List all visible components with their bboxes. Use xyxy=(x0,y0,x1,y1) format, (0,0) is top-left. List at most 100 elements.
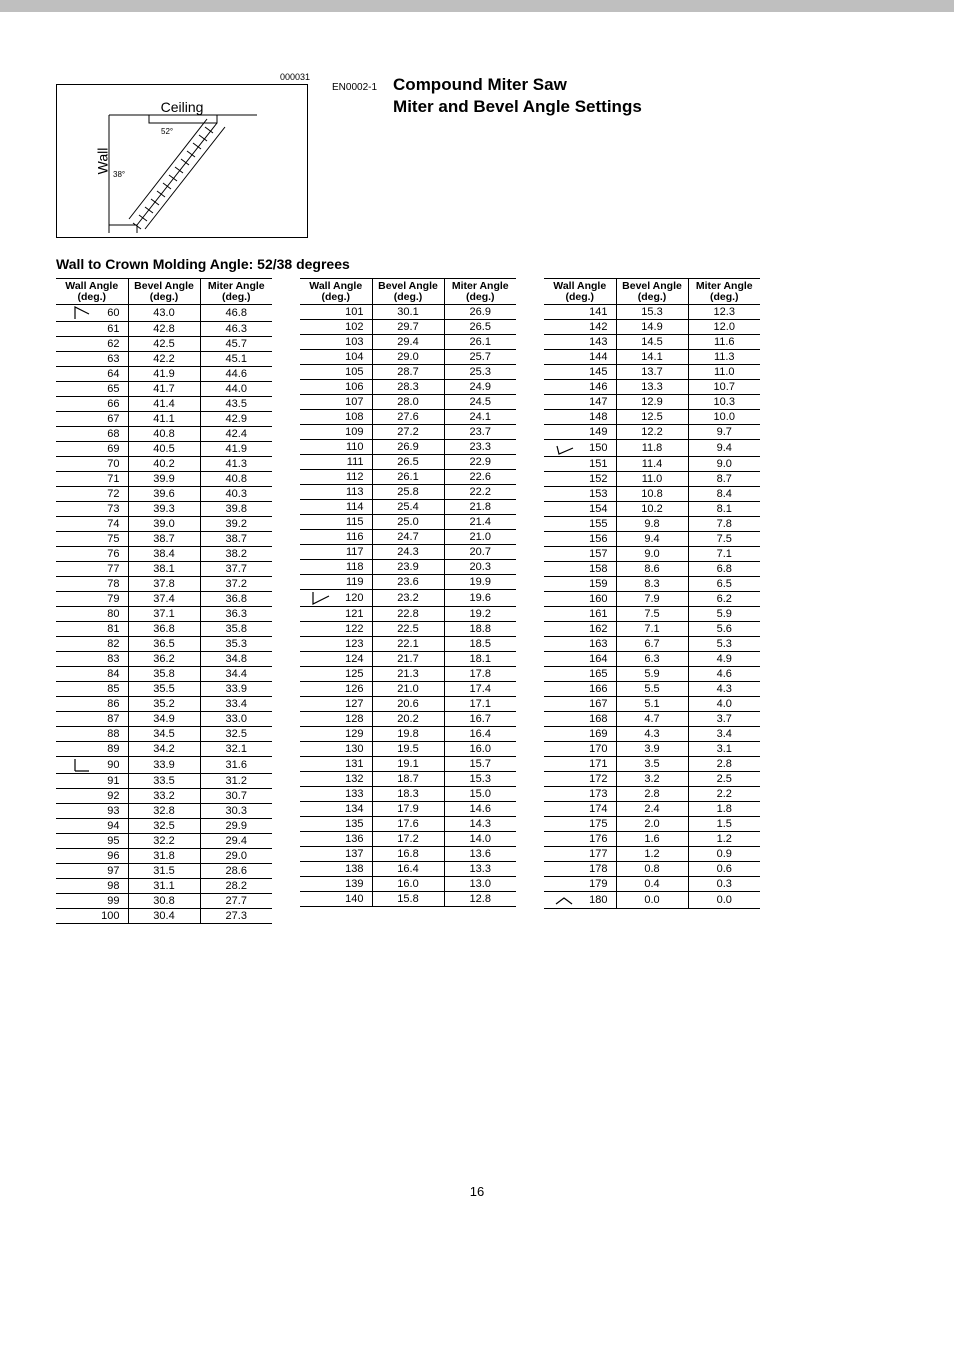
wall-angle-cell: 173 xyxy=(544,787,616,802)
miter-angle-cell: 12.3 xyxy=(688,305,760,320)
table-row: 10130.126.9 xyxy=(300,305,516,320)
table-row: 11026.923.3 xyxy=(300,440,516,455)
bevel-angle-cell: 0.4 xyxy=(616,877,688,892)
table-row: 15410.28.1 xyxy=(544,502,760,517)
bevel-angle-cell: 31.5 xyxy=(128,864,200,879)
table-row: 6043.046.8 xyxy=(56,305,272,322)
table-row: 1598.36.5 xyxy=(544,577,760,592)
bevel-angle-cell: 22.1 xyxy=(372,637,444,652)
miter-angle-cell: 30.3 xyxy=(200,804,272,819)
miter-angle-cell: 23.7 xyxy=(444,425,516,440)
miter-angle-cell: 43.5 xyxy=(200,397,272,412)
bevel-angle-cell: 28.3 xyxy=(372,380,444,395)
table-row: 9930.827.7 xyxy=(56,894,272,909)
angle-marker-icon xyxy=(73,305,93,321)
wall-angle-cell: 61 xyxy=(56,322,128,337)
miter-angle-cell: 42.9 xyxy=(200,412,272,427)
wall-angle-cell: 115 xyxy=(300,515,372,530)
bevel-angle-cell: 40.8 xyxy=(128,427,200,442)
table-row: 6142.846.3 xyxy=(56,322,272,337)
wall-angle-cell: 141 xyxy=(544,305,616,320)
miter-angle-cell: 14.6 xyxy=(444,802,516,817)
table-row: 7439.039.2 xyxy=(56,517,272,532)
wall-angle-cell: 161 xyxy=(544,607,616,622)
wall-angle-cell: 100 xyxy=(56,909,128,924)
wall-angle-cell: 74 xyxy=(56,517,128,532)
table-row: 15310.88.4 xyxy=(544,487,760,502)
miter-angle-cell: 26.5 xyxy=(444,320,516,335)
table-row: 1723.22.5 xyxy=(544,772,760,787)
miter-angle-cell: 9.7 xyxy=(688,425,760,440)
bevel-angle-cell: 16.8 xyxy=(372,847,444,862)
table-row: 1780.80.6 xyxy=(544,862,760,877)
bevel-angle-cell: 25.4 xyxy=(372,500,444,515)
miter-angle-cell: 2.8 xyxy=(688,757,760,772)
bevel-angle-cell: 5.9 xyxy=(616,667,688,682)
bevel-angle-cell: 40.5 xyxy=(128,442,200,457)
col-wall: Wall Angle(deg.) xyxy=(544,279,616,305)
bevel-angle-cell: 30.1 xyxy=(372,305,444,320)
miter-angle-cell: 29.9 xyxy=(200,819,272,834)
bevel-angle-cell: 25.0 xyxy=(372,515,444,530)
wall-angle-cell: 154 xyxy=(544,502,616,517)
table-row: 1771.20.9 xyxy=(544,847,760,862)
table-row: 1665.54.3 xyxy=(544,682,760,697)
table-row: 1607.96.2 xyxy=(544,592,760,607)
table-row: 10528.725.3 xyxy=(300,365,516,380)
miter-angle-cell: 28.6 xyxy=(200,864,272,879)
wall-angle-cell: 174 xyxy=(544,802,616,817)
wall-angle-cell: 158 xyxy=(544,562,616,577)
wall-angle-cell: 103 xyxy=(300,335,372,350)
table-row: 1790.40.3 xyxy=(544,877,760,892)
miter-angle-cell: 0.0 xyxy=(688,892,760,909)
header-row: 000031 Ceiling Wall 52° 38° xyxy=(56,72,898,238)
wall-angle-cell: 113 xyxy=(300,485,372,500)
miter-angle-cell: 6.5 xyxy=(688,577,760,592)
bevel-angle-cell: 7.9 xyxy=(616,592,688,607)
table-row: 6940.541.9 xyxy=(56,442,272,457)
wall-angle-cell: 104 xyxy=(300,350,372,365)
bevel-angle-cell: 2.8 xyxy=(616,787,688,802)
miter-angle-cell: 30.7 xyxy=(200,789,272,804)
table-row: 13417.914.6 xyxy=(300,802,516,817)
miter-angle-cell: 19.2 xyxy=(444,607,516,622)
table-row: 1646.34.9 xyxy=(544,652,760,667)
bevel-angle-cell: 24.3 xyxy=(372,545,444,560)
col-miter: Miter Angle(deg.) xyxy=(444,279,516,305)
wall-angle-cell: 126 xyxy=(300,682,372,697)
table-row: 6741.142.9 xyxy=(56,412,272,427)
miter-angle-cell: 2.2 xyxy=(688,787,760,802)
bevel-angle-cell: 41.1 xyxy=(128,412,200,427)
wall-angle-cell: 144 xyxy=(544,350,616,365)
miter-angle-cell: 40.3 xyxy=(200,487,272,502)
table-row: 11325.822.2 xyxy=(300,485,516,500)
miter-angle-cell: 39.2 xyxy=(200,517,272,532)
table-row: 1569.47.5 xyxy=(544,532,760,547)
table-row: 8236.535.3 xyxy=(56,637,272,652)
table-row: 15211.08.7 xyxy=(544,472,760,487)
bevel-angle-cell: 18.3 xyxy=(372,787,444,802)
miter-angle-cell: 7.5 xyxy=(688,532,760,547)
miter-angle-cell: 38.7 xyxy=(200,532,272,547)
wall-angle-cell: 151 xyxy=(544,457,616,472)
wall-angle-cell: 135 xyxy=(300,817,372,832)
miter-angle-cell: 5.3 xyxy=(688,637,760,652)
bevel-angle-cell: 21.3 xyxy=(372,667,444,682)
miter-angle-cell: 17.4 xyxy=(444,682,516,697)
bevel-angle-cell: 4.3 xyxy=(616,727,688,742)
table-row: 1684.73.7 xyxy=(544,712,760,727)
wall-angle-cell: 125 xyxy=(300,667,372,682)
bevel-angle-cell: 20.2 xyxy=(372,712,444,727)
table-row: 10229.726.5 xyxy=(300,320,516,335)
wall-angle-cell: 75 xyxy=(56,532,128,547)
wall-angle-cell: 164 xyxy=(544,652,616,667)
bevel-angle-cell: 41.7 xyxy=(128,382,200,397)
wall-angle-cell: 145 xyxy=(544,365,616,380)
bevel-angle-cell: 20.6 xyxy=(372,697,444,712)
bevel-angle-cell: 36.5 xyxy=(128,637,200,652)
wall-angle-cell: 148 xyxy=(544,410,616,425)
wall-angle-cell: 66 xyxy=(56,397,128,412)
miter-angle-cell: 11.3 xyxy=(688,350,760,365)
table-row: 9831.128.2 xyxy=(56,879,272,894)
bevel-angle-cell: 29.0 xyxy=(372,350,444,365)
